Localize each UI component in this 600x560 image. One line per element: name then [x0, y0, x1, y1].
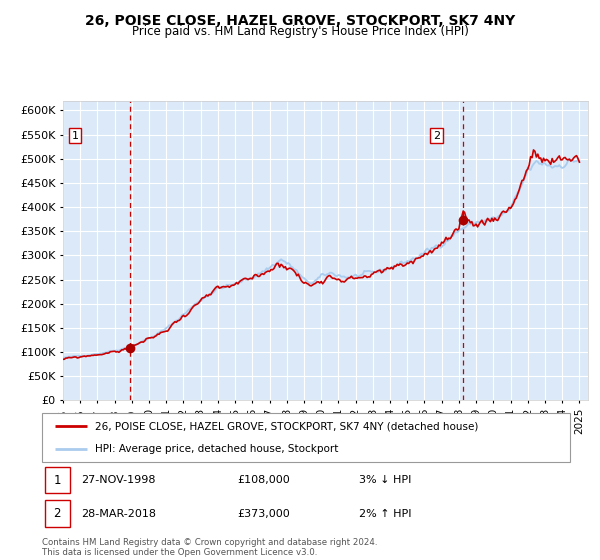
Text: 1: 1: [53, 474, 61, 487]
Text: 26, POISE CLOSE, HAZEL GROVE, STOCKPORT, SK7 4NY: 26, POISE CLOSE, HAZEL GROVE, STOCKPORT,…: [85, 14, 515, 28]
FancyBboxPatch shape: [44, 501, 70, 527]
Text: 2: 2: [433, 130, 440, 141]
Text: 27-NOV-1998: 27-NOV-1998: [82, 475, 156, 485]
Text: 3% ↓ HPI: 3% ↓ HPI: [359, 475, 411, 485]
Text: 1: 1: [71, 130, 79, 141]
Text: 26, POISE CLOSE, HAZEL GROVE, STOCKPORT, SK7 4NY (detached house): 26, POISE CLOSE, HAZEL GROVE, STOCKPORT,…: [95, 421, 478, 431]
Text: Contains HM Land Registry data © Crown copyright and database right 2024.
This d: Contains HM Land Registry data © Crown c…: [42, 538, 377, 557]
Text: 2: 2: [53, 507, 61, 520]
Text: Price paid vs. HM Land Registry's House Price Index (HPI): Price paid vs. HM Land Registry's House …: [131, 25, 469, 38]
Text: HPI: Average price, detached house, Stockport: HPI: Average price, detached house, Stoc…: [95, 444, 338, 454]
Text: £373,000: £373,000: [238, 509, 290, 519]
Text: £108,000: £108,000: [238, 475, 290, 485]
FancyBboxPatch shape: [44, 467, 70, 493]
Text: 28-MAR-2018: 28-MAR-2018: [82, 509, 157, 519]
Text: 2% ↑ HPI: 2% ↑ HPI: [359, 509, 412, 519]
FancyBboxPatch shape: [42, 413, 570, 462]
